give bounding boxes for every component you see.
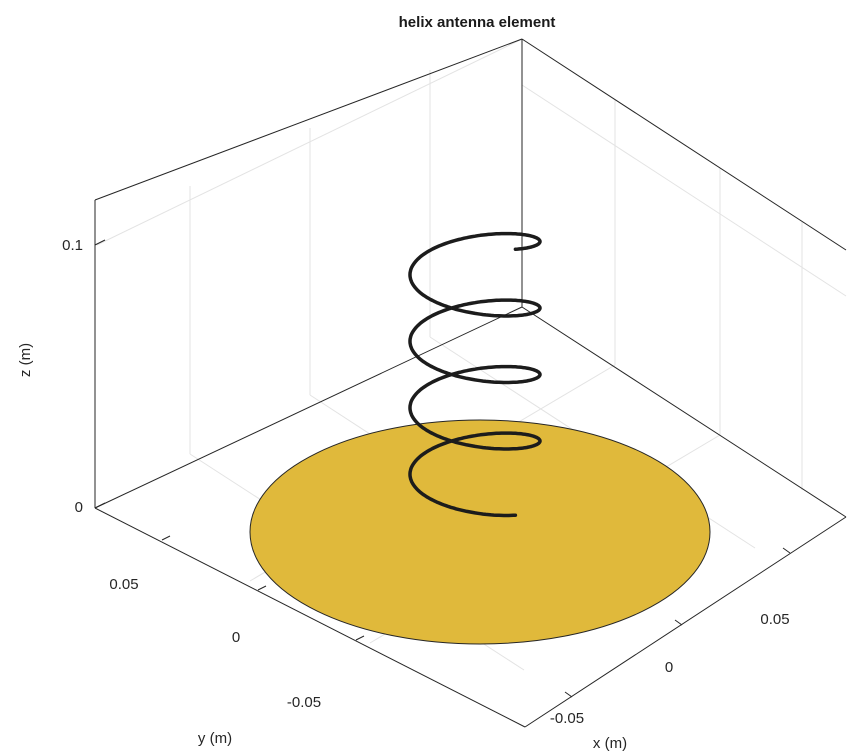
- z-axis-label: z (m): [17, 343, 34, 377]
- z-tick-label: 0: [75, 499, 83, 516]
- y-tick-label: 0: [232, 629, 240, 646]
- ground-plane-disc: [249, 419, 711, 645]
- plot-title: helix antenna element: [399, 14, 556, 31]
- x-tick-label: 0: [665, 659, 673, 676]
- helix-radiator: [408, 231, 542, 518]
- tick-marks: [94, 239, 791, 698]
- z-tick-label: 0.1: [62, 237, 83, 254]
- x-tick-label: 0.05: [760, 611, 789, 628]
- y-tick-label: 0.05: [109, 576, 138, 593]
- x-tick-label: -0.05: [550, 710, 584, 727]
- x-axis-label: x (m): [593, 735, 627, 752]
- axes-box: [94, 38, 847, 728]
- y-axis-label: y (m): [198, 730, 232, 747]
- y-tick-label: -0.05: [287, 694, 321, 711]
